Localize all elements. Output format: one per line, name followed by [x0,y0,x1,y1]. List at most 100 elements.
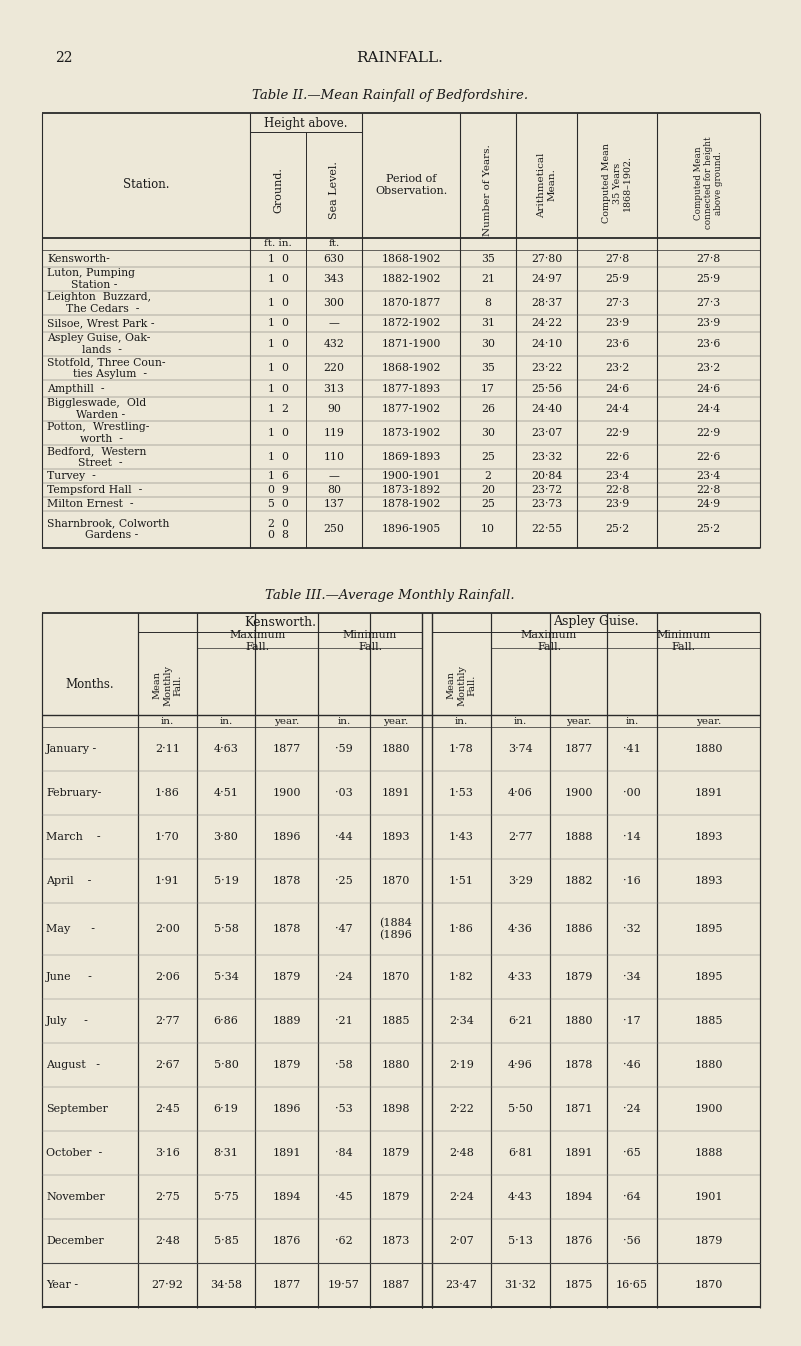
Text: —: — [328,319,340,328]
Text: ·45: ·45 [335,1193,353,1202]
Text: 1876: 1876 [565,1236,593,1246]
Text: 1896: 1896 [272,1104,300,1114]
Text: 17: 17 [481,384,495,393]
Text: 1879: 1879 [272,1061,300,1070]
Text: 2·77: 2·77 [155,1016,179,1026]
Text: 5  0: 5 0 [268,499,288,509]
Text: ·17: ·17 [623,1016,641,1026]
Text: 22·8: 22·8 [696,485,721,495]
Text: 1878: 1878 [272,876,300,886]
Text: Maximum
Fall.: Maximum Fall. [229,630,286,651]
Text: Mean
Monthly
Fall.: Mean Monthly Fall. [153,665,183,705]
Text: 5·58: 5·58 [214,923,239,934]
Text: 30: 30 [481,428,495,437]
Text: ·58: ·58 [335,1061,353,1070]
Text: 23·07: 23·07 [531,428,562,437]
Text: —: — [328,471,340,481]
Text: 2: 2 [485,471,492,481]
Text: 4·63: 4·63 [214,744,239,754]
Text: 1875: 1875 [565,1280,593,1289]
Text: 25: 25 [481,452,495,462]
Text: 24·22: 24·22 [531,319,562,328]
Text: 22: 22 [55,51,73,65]
Text: 1891: 1891 [694,787,723,798]
Text: 1·51: 1·51 [449,876,474,886]
Text: year.: year. [566,716,591,725]
Text: October  -: October - [46,1148,103,1158]
Text: 1·86: 1·86 [155,787,180,798]
Text: 1872-1902: 1872-1902 [381,319,441,328]
Text: 5·13: 5·13 [508,1236,533,1246]
Text: year.: year. [696,716,721,725]
Text: in.: in. [219,716,232,725]
Text: 2·34: 2·34 [449,1016,474,1026]
Text: 1896-1905: 1896-1905 [381,525,441,534]
Text: 2·11: 2·11 [155,744,180,754]
Text: 23·22: 23·22 [531,363,562,373]
Text: 23·9: 23·9 [605,319,629,328]
Text: 1886: 1886 [564,923,593,934]
Text: 1888: 1888 [694,1148,723,1158]
Text: Table III.—Average Monthly Rainfall.: Table III.—Average Monthly Rainfall. [265,590,515,603]
Text: ·24: ·24 [335,972,353,983]
Text: 1  6: 1 6 [268,471,288,481]
Text: Months.: Months. [66,678,115,692]
Text: April    -: April - [46,876,91,886]
Text: 27·3: 27·3 [605,297,629,308]
Text: ·00: ·00 [623,787,641,798]
Text: 1882-1902: 1882-1902 [381,275,441,284]
Text: 1  0: 1 0 [268,428,288,437]
Text: 4·43: 4·43 [508,1193,533,1202]
Text: 26: 26 [481,404,495,415]
Text: 4·96: 4·96 [508,1061,533,1070]
Text: ·46: ·46 [623,1061,641,1070]
Text: 2·77: 2·77 [508,832,533,843]
Text: 2·06: 2·06 [155,972,180,983]
Text: 1894: 1894 [272,1193,300,1202]
Text: Mean
Monthly
Fall.: Mean Monthly Fall. [447,665,477,705]
Text: ·59: ·59 [335,744,353,754]
Text: 5·50: 5·50 [508,1104,533,1114]
Text: 2·07: 2·07 [449,1236,474,1246]
Text: Minimum
Fall.: Minimum Fall. [656,630,710,651]
Text: Station.: Station. [123,179,169,191]
Text: June     -: June - [46,972,93,983]
Text: in.: in. [626,716,638,725]
Text: 31·32: 31·32 [505,1280,537,1289]
Text: 25·2: 25·2 [605,525,629,534]
Text: 27·92: 27·92 [151,1280,183,1289]
Text: ft. in.: ft. in. [264,240,292,249]
Text: 2·24: 2·24 [449,1193,474,1202]
Text: 16·65: 16·65 [616,1280,648,1289]
Text: 8·31: 8·31 [214,1148,239,1158]
Text: 8: 8 [485,297,492,308]
Text: 1900: 1900 [272,787,300,798]
Text: 19·57: 19·57 [328,1280,360,1289]
Text: 1880: 1880 [564,1016,593,1026]
Text: Bedford,  Western
  Street  -: Bedford, Western Street - [47,447,147,468]
Text: 3·74: 3·74 [508,744,533,754]
Text: ·24: ·24 [623,1104,641,1114]
Text: 25·56: 25·56 [531,384,562,393]
Text: year.: year. [384,716,409,725]
Text: 1·91: 1·91 [155,876,180,886]
Text: 1  0: 1 0 [268,363,288,373]
Text: Computed Mean
35 Years
1868–1902.: Computed Mean 35 Years 1868–1902. [602,143,632,223]
Text: 1868-1902: 1868-1902 [381,363,441,373]
Text: 1889: 1889 [272,1016,300,1026]
Text: 1·86: 1·86 [449,923,474,934]
Text: 1876: 1876 [272,1236,300,1246]
Text: 23·72: 23·72 [531,485,562,495]
Text: (1884
(1896: (1884 (1896 [380,918,413,940]
Text: 22·55: 22·55 [531,525,562,534]
Text: 2·75: 2·75 [155,1193,180,1202]
Text: 1893: 1893 [382,832,410,843]
Text: 34·58: 34·58 [210,1280,242,1289]
Text: 1870-1877: 1870-1877 [381,297,441,308]
Text: 1879: 1879 [382,1148,410,1158]
Text: 4·33: 4·33 [508,972,533,983]
Text: 23·2: 23·2 [696,363,721,373]
Text: Kensworth-: Kensworth- [47,253,110,264]
Text: 20·84: 20·84 [531,471,562,481]
Text: ·53: ·53 [335,1104,353,1114]
